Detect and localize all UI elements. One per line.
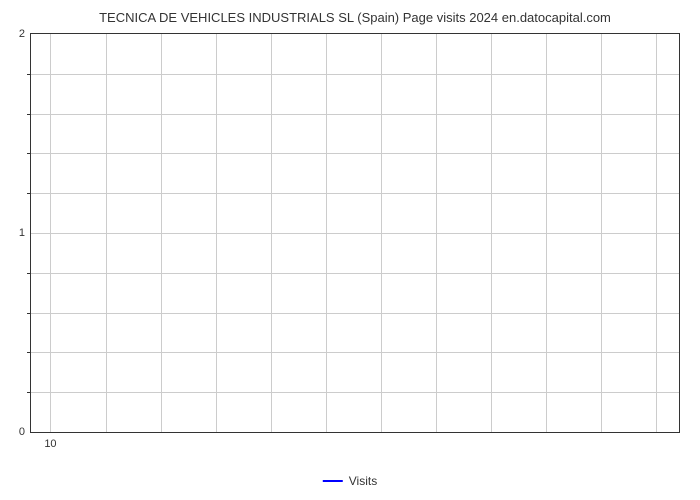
y-tick-label: 2 (19, 28, 25, 40)
y-minor-tick (27, 114, 31, 115)
grid-line-v (436, 34, 437, 432)
plot-area: 2 1 0 10 (30, 33, 680, 433)
x-tick-label: 10 (44, 438, 56, 450)
y-minor-tick (27, 392, 31, 393)
grid-line-v (601, 34, 602, 432)
chart-container: TECNICA DE VEHICLES INDUSTRIALS SL (Spai… (30, 10, 680, 450)
grid-line-v (271, 34, 272, 432)
grid-line-v (546, 34, 547, 432)
grid-line-v (161, 34, 162, 432)
y-minor-tick (27, 313, 31, 314)
y-minor-tick (27, 273, 31, 274)
grid-line-h (31, 233, 679, 234)
legend: Visits (323, 474, 377, 488)
grid-line-h (31, 392, 679, 393)
grid-line-h (31, 153, 679, 154)
y-minor-tick (27, 74, 31, 75)
grid-line-h (31, 74, 679, 75)
grid-line-h (31, 114, 679, 115)
y-tick-label: 0 (19, 426, 25, 438)
y-minor-tick (27, 352, 31, 353)
grid-line-v (656, 34, 657, 432)
y-minor-tick (27, 193, 31, 194)
grid-line-h (31, 352, 679, 353)
y-minor-tick (27, 153, 31, 154)
grid-line-v (381, 34, 382, 432)
grid-line-h (31, 313, 679, 314)
grid-line-v (491, 34, 492, 432)
grid-line-h (31, 273, 679, 274)
legend-swatch (323, 480, 343, 482)
grid-line-v (326, 34, 327, 432)
y-tick-label: 1 (19, 227, 25, 239)
grid-line-v (50, 34, 51, 432)
grid-line-h (31, 193, 679, 194)
chart-title: TECNICA DE VEHICLES INDUSTRIALS SL (Spai… (30, 10, 680, 25)
grid-line-v (216, 34, 217, 432)
grid-line-v (106, 34, 107, 432)
legend-label: Visits (349, 474, 377, 488)
